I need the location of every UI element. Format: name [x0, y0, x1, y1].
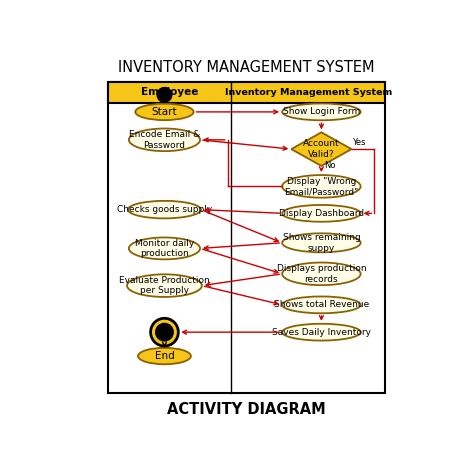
Text: INVENTORY MANAGEMENT SYSTEM: INVENTORY MANAGEMENT SYSTEM: [118, 60, 375, 75]
Ellipse shape: [282, 175, 361, 198]
Ellipse shape: [282, 233, 361, 252]
Text: Saves Daily Inventory: Saves Daily Inventory: [272, 328, 371, 337]
Text: Display "Wrong
Email/Password": Display "Wrong Email/Password": [284, 177, 358, 196]
Text: Encode Email &
Password: Encode Email & Password: [129, 130, 200, 149]
Text: Monitor daily
production: Monitor daily production: [135, 239, 194, 258]
Text: Displays production
records: Displays production records: [277, 264, 366, 283]
Text: Start: Start: [152, 107, 177, 117]
Text: Shows total Revenue: Shows total Revenue: [274, 301, 369, 310]
Text: Display Dashboard: Display Dashboard: [279, 209, 364, 218]
Ellipse shape: [135, 104, 194, 120]
Ellipse shape: [138, 348, 191, 364]
Text: End: End: [155, 351, 174, 361]
Circle shape: [155, 323, 173, 341]
Text: Shows remaining
suppy: Shows remaining suppy: [283, 233, 360, 253]
Text: Yes: Yes: [352, 138, 366, 147]
Text: Checks goods supply: Checks goods supply: [117, 205, 212, 214]
Ellipse shape: [129, 128, 200, 151]
Circle shape: [151, 319, 178, 346]
Ellipse shape: [127, 274, 202, 297]
Ellipse shape: [282, 324, 361, 340]
FancyBboxPatch shape: [108, 82, 385, 102]
Text: Evaluate Production
per Supply: Evaluate Production per Supply: [119, 276, 210, 295]
Text: ACTIVITY DIAGRAM: ACTIVITY DIAGRAM: [167, 401, 326, 417]
Ellipse shape: [129, 237, 200, 259]
Ellipse shape: [282, 205, 361, 222]
Circle shape: [157, 88, 172, 102]
Text: Inventory Management System: Inventory Management System: [225, 88, 392, 97]
Ellipse shape: [128, 201, 201, 219]
FancyBboxPatch shape: [108, 82, 385, 392]
Text: Employee: Employee: [141, 88, 198, 98]
Ellipse shape: [282, 296, 361, 313]
Text: Show Login Form: Show Login Form: [283, 108, 360, 117]
Ellipse shape: [282, 263, 361, 285]
Polygon shape: [292, 132, 352, 166]
Text: No: No: [324, 161, 336, 170]
Ellipse shape: [282, 103, 361, 120]
Text: Account
Valid?: Account Valid?: [303, 139, 340, 159]
